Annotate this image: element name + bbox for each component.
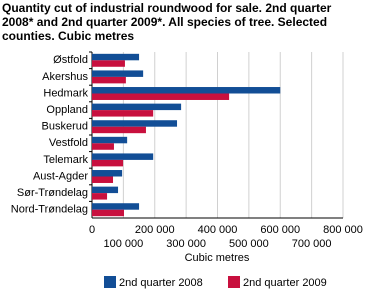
bar (92, 60, 125, 67)
bar (92, 120, 178, 127)
bar (92, 87, 281, 94)
x-tick-label: 700 000 (292, 238, 332, 250)
bar (92, 186, 119, 194)
x-tick-label: 400 000 (198, 224, 238, 236)
legend-swatch (104, 276, 116, 288)
x-tick-label: 300 000 (166, 238, 206, 250)
legend-swatch (228, 276, 240, 288)
bar (92, 103, 182, 111)
bar (92, 209, 125, 217)
y-tick-label: Hedmark (43, 87, 88, 99)
bar (92, 203, 140, 210)
legend-label: 2nd quarter 2009 (243, 277, 327, 289)
y-tick-label: Nord-Trøndelag (11, 204, 88, 216)
x-tick-label: 200 000 (135, 224, 175, 236)
y-tick-label: Telemark (43, 154, 88, 166)
bar (92, 53, 140, 61)
bar (92, 193, 108, 200)
y-tick-label: Akershus (42, 71, 88, 83)
bar (92, 93, 230, 100)
chart-title: Quantity cut of industrial roundwood for… (2, 1, 332, 43)
bar (92, 110, 154, 117)
x-axis-label: Cubic metres (185, 252, 250, 264)
y-tick-label: Oppland (46, 104, 88, 116)
bar (92, 153, 154, 160)
bar (92, 70, 144, 77)
bar (92, 159, 124, 167)
x-tick-label: 0 (89, 224, 95, 236)
x-tick-label: 600 000 (260, 224, 300, 236)
x-tick-label: 800 000 (323, 224, 363, 236)
legend-label: 2nd quarter 2008 (119, 277, 203, 289)
y-tick-label: Sør-Trøndelag (17, 187, 88, 199)
y-tick-label: Vestfold (49, 137, 88, 149)
y-tick-label: Aust-Agder (33, 170, 88, 182)
bar (92, 143, 114, 150)
bar (92, 126, 146, 134)
bar (92, 170, 123, 177)
bar (92, 176, 114, 183)
bar (92, 136, 128, 144)
y-tick-label: Østfold (53, 54, 88, 66)
x-tick-label: 500 000 (229, 238, 269, 250)
y-tick-label: Buskerud (42, 121, 88, 133)
bar (92, 76, 126, 84)
x-tick-label: 100 000 (103, 238, 143, 250)
